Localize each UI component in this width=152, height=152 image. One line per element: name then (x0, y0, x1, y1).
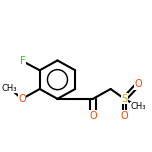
Text: CH₃: CH₃ (2, 83, 17, 93)
Text: O: O (121, 111, 128, 121)
Text: O: O (89, 111, 97, 121)
Text: CH₃: CH₃ (130, 102, 146, 111)
Text: O: O (134, 79, 142, 89)
Text: F: F (20, 56, 26, 66)
Text: O: O (18, 94, 26, 104)
Text: S: S (121, 94, 128, 104)
